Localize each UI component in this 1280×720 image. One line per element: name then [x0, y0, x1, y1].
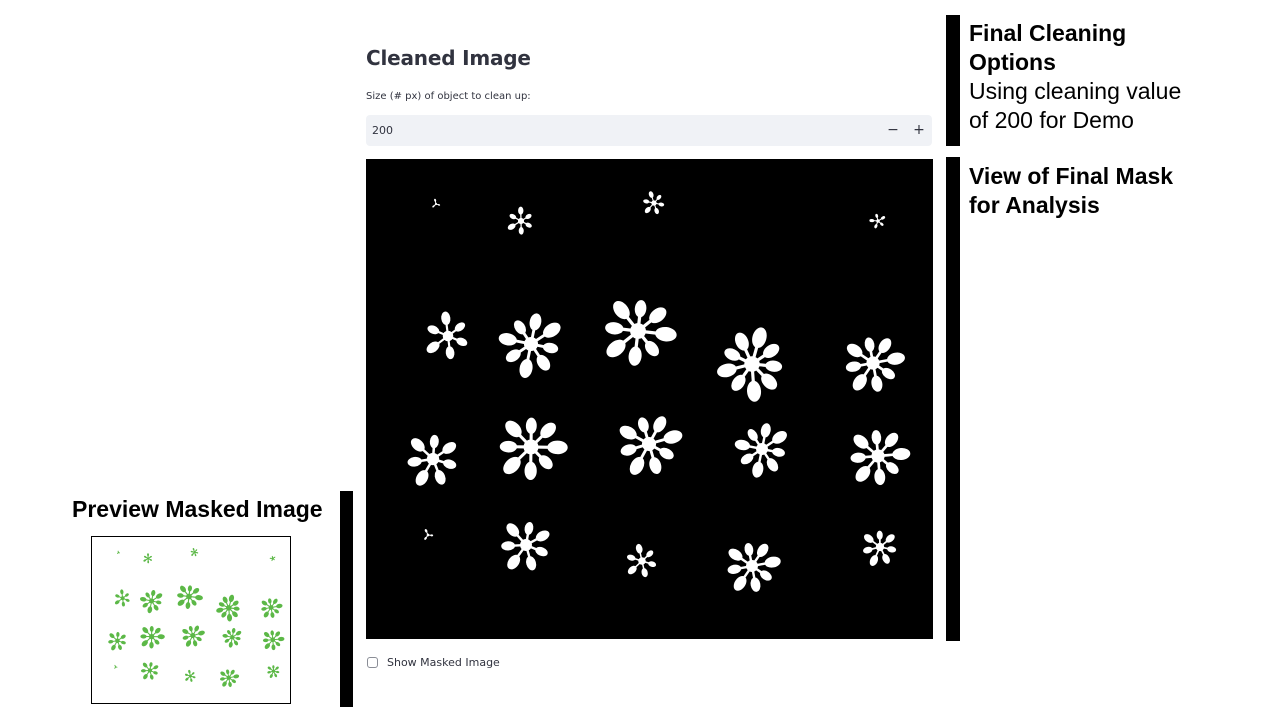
cleaning-note-line2: of 200 for Demo [969, 107, 1134, 133]
preview-canvas [108, 547, 285, 688]
plant-preview-14 [262, 630, 285, 651]
plant-preview-18 [220, 669, 240, 688]
plant-preview-1 [117, 550, 120, 554]
section-title: Cleaned Image [366, 46, 531, 70]
mask-title-line1: View of Final Mask [969, 163, 1174, 189]
plant-preview-3 [190, 547, 199, 557]
preview-masked-image [91, 536, 291, 704]
plant-mask-19 [863, 530, 897, 566]
cleaning-note-line1: Using cleaning value [969, 78, 1182, 104]
plant-mask-18 [727, 543, 781, 592]
plant-preview-17 [184, 669, 196, 682]
plant-preview-10 [108, 632, 126, 651]
plant-mask-14 [850, 430, 911, 486]
plant-mask-6 [498, 313, 561, 378]
show-masked-image-checkbox[interactable]: Show Masked Image [367, 654, 500, 670]
plant-mask-10 [407, 434, 457, 486]
size-input-label: Size (# px) of object to clean up: [366, 91, 531, 102]
checkbox-box[interactable] [367, 656, 378, 668]
cleaned-mask-image [366, 159, 933, 639]
increment-button[interactable]: + [906, 115, 932, 146]
plant-preview-15 [114, 664, 118, 669]
mask-title-line2: for Analysis [969, 192, 1100, 218]
preview-title: Preview Masked Image [72, 496, 323, 522]
plant-preview-13 [222, 628, 242, 648]
plant-preview-16 [140, 662, 159, 680]
plant-mask-1 [432, 198, 441, 208]
plant-preview-11 [140, 626, 165, 649]
cleaning-options-bar [946, 15, 960, 146]
size-input-field[interactable] [366, 115, 866, 146]
plant-mask-9 [845, 337, 905, 392]
cleaning-title-line1: Final Cleaning [969, 20, 1127, 46]
plant-mask-13 [734, 423, 787, 478]
plant-mask-5 [426, 311, 468, 360]
plant-mask-15 [424, 529, 434, 540]
plant-mask-7 [605, 300, 677, 366]
plant-mask-3 [643, 191, 665, 215]
final-mask-bar [946, 157, 960, 641]
plant-preview-12 [182, 625, 205, 647]
plant-preview-6 [140, 589, 163, 614]
plant-preview-5 [114, 589, 130, 607]
mask-canvas [407, 191, 911, 592]
plant-mask-4 [869, 213, 886, 229]
size-number-input: − + [366, 115, 932, 146]
plant-mask-16 [501, 521, 550, 571]
plant-preview-9 [261, 598, 283, 618]
cleaning-title-line2: Options [969, 49, 1056, 75]
plant-preview-4 [269, 555, 276, 562]
plant-preview-7 [177, 585, 203, 610]
plant-preview-2 [143, 553, 153, 564]
decrement-button[interactable]: − [880, 115, 906, 146]
preview-bar [340, 491, 353, 707]
plant-preview-19 [267, 665, 280, 678]
plant-mask-17 [627, 543, 657, 578]
checkbox-label: Show Masked Image [387, 655, 500, 669]
plant-mask-11 [499, 417, 568, 481]
plant-preview-8 [216, 594, 240, 622]
plant-mask-8 [717, 327, 783, 402]
plant-mask-12 [619, 416, 683, 475]
plant-mask-2 [507, 206, 532, 235]
